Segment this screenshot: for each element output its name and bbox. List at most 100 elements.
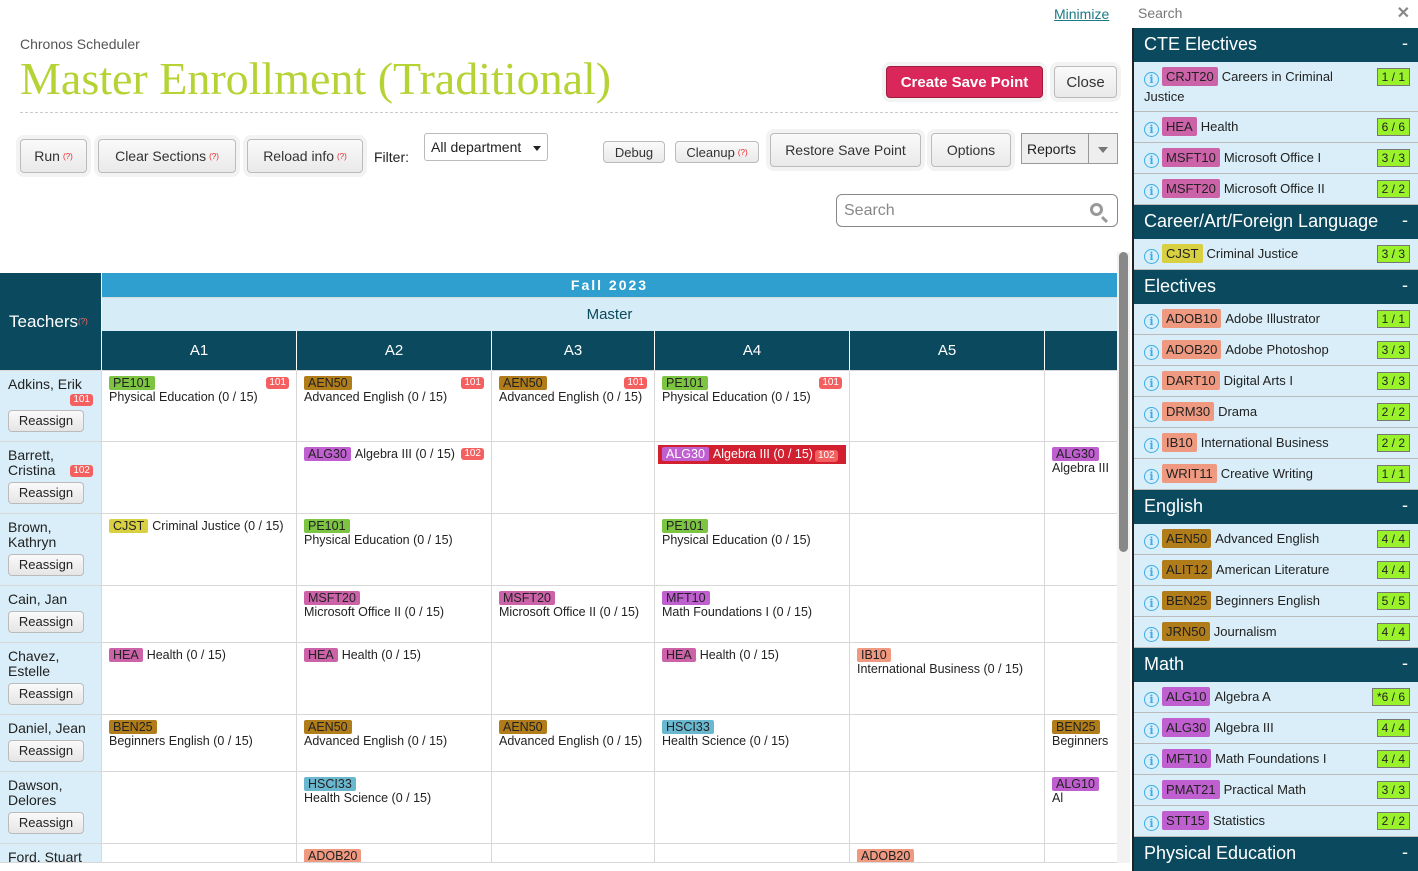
reports-dropdown[interactable]: Reports [1021, 133, 1118, 164]
course-item[interactable]: i ALG30 Algebra III 4 / 4 [1134, 713, 1418, 744]
help-icon[interactable]: (?) [209, 151, 219, 161]
section-entry[interactable]: HEA Health (0 / 15) [297, 643, 491, 667]
schedule-cell[interactable] [102, 442, 297, 514]
schedule-cell[interactable]: HEA Health (0 / 15) [102, 643, 297, 715]
section-header[interactable]: English - [1134, 490, 1418, 524]
section-entry[interactable]: PE101 Physical Education (0 / 15) [297, 514, 491, 552]
schedule-cell[interactable] [492, 514, 655, 586]
section-entry[interactable]: ALG30 Algebra III (0 / 15) 102 [658, 445, 846, 464]
schedule-cell[interactable] [492, 772, 655, 844]
course-item[interactable]: i CRJT20 Careers in Criminal Justice 1 / 1 [1134, 62, 1418, 112]
section-entry[interactable]: PE101 Physical Education (0 / 15) [655, 514, 849, 552]
section-entry[interactable]: IB10 International Business (0 / 15) [850, 643, 1044, 681]
schedule-cell[interactable] [850, 514, 1045, 586]
scrollbar[interactable] [1117, 252, 1130, 863]
schedule-cell[interactable] [492, 844, 655, 863]
section-entry[interactable]: HEA Health (0 / 15) [655, 643, 849, 667]
course-item[interactable]: i ADOB10 Adobe Illustrator 1 / 1 [1134, 304, 1418, 335]
schedule-cell[interactable]: MSFT20 Microsoft Office II (0 / 15) [297, 586, 492, 643]
schedule-cell[interactable] [1045, 643, 1118, 715]
schedule-cell[interactable] [1045, 514, 1118, 586]
course-item[interactable]: i DART10 Digital Arts I 3 / 3 [1134, 366, 1418, 397]
close-icon[interactable]: ✕ [1396, 5, 1410, 22]
schedule-cell[interactable] [850, 442, 1045, 514]
course-item[interactable]: i ALG10 Algebra A *6 / 6 [1134, 682, 1418, 713]
info-icon[interactable]: i [1144, 72, 1159, 87]
schedule-cell[interactable] [102, 772, 297, 844]
schedule-cell[interactable]: CJST Criminal Justice (0 / 15) [102, 514, 297, 586]
section-entry[interactable]: AEN50 Advanced English (0 / 15) [492, 715, 654, 753]
schedule-cell[interactable] [492, 442, 655, 514]
clear-sections-button[interactable]: Clear Sections (?) [98, 139, 236, 173]
schedule-cell[interactable] [655, 772, 850, 844]
section-entry[interactable]: ADOB20 [850, 844, 1044, 862]
section-entry[interactable]: MSFT20 Microsoft Office II (0 / 15) [492, 586, 654, 624]
reassign-button[interactable]: Reassign [8, 482, 84, 504]
section-header[interactable]: CTE Electives - [1134, 28, 1418, 62]
schedule-cell[interactable]: IB10 International Business (0 / 15) [850, 643, 1045, 715]
reassign-button[interactable]: Reassign [8, 812, 84, 834]
close-button[interactable]: Close [1054, 66, 1117, 98]
schedule-cell[interactable] [850, 586, 1045, 643]
help-icon[interactable]: (?) [337, 151, 347, 161]
schedule-cell[interactable] [655, 844, 850, 863]
info-icon[interactable]: i [1144, 249, 1159, 264]
course-item[interactable]: i STT15 Statistics 2 / 2 [1134, 806, 1418, 837]
schedule-cell[interactable]: ALG30 Algebra III (0 / 15) 102 [655, 442, 850, 514]
schedule-cell[interactable]: AEN50 Advanced English (0 / 15) 101 [492, 371, 655, 442]
section-entry[interactable]: MSFT20 Microsoft Office II (0 / 15) [297, 586, 491, 624]
collapse-icon[interactable]: - [1402, 495, 1408, 515]
info-icon[interactable]: i [1144, 596, 1159, 611]
schedule-cell[interactable]: ADOB20 [850, 844, 1045, 863]
section-entry[interactable]: ALG10Al [1045, 772, 1117, 810]
section-entry[interactable]: BEN25 Beginners English (0 / 15) [102, 715, 296, 753]
section-entry[interactable]: MFT10 Math Foundations I (0 / 15) [655, 586, 849, 624]
course-item[interactable]: i CJST Criminal Justice 3 / 3 [1134, 239, 1418, 270]
course-item[interactable]: i HEA Health 6 / 6 [1134, 112, 1418, 143]
section-entry[interactable]: HSCI33 Health Science (0 / 15) [297, 772, 491, 810]
search-input[interactable]: Search [836, 194, 1118, 227]
info-icon[interactable]: i [1144, 627, 1159, 642]
scrollbar-thumb[interactable] [1119, 252, 1128, 552]
schedule-cell[interactable] [850, 772, 1045, 844]
schedule-cell[interactable]: HEA Health (0 / 15) [655, 643, 850, 715]
section-header[interactable]: Electives - [1134, 270, 1418, 304]
info-icon[interactable]: i [1144, 754, 1159, 769]
schedule-cell[interactable]: MSFT20 Microsoft Office II (0 / 15) [492, 586, 655, 643]
schedule-cell[interactable]: ALG30Algebra III [1045, 442, 1118, 514]
reload-info-button[interactable]: Reload info (?) [247, 139, 363, 173]
info-icon[interactable]: i [1144, 122, 1159, 137]
schedule-cell[interactable]: PE101 Physical Education (0 / 15) 101 [655, 371, 850, 442]
info-icon[interactable]: i [1144, 565, 1159, 580]
run-button[interactable]: Run (?) [20, 139, 87, 173]
schedule-cell[interactable] [1045, 586, 1118, 643]
restore-save-point-button[interactable]: Restore Save Point [770, 133, 921, 167]
collapse-icon[interactable]: - [1402, 653, 1408, 673]
info-icon[interactable]: i [1144, 153, 1159, 168]
section-entry[interactable]: CJST Criminal Justice (0 / 15) [102, 514, 296, 538]
reassign-button[interactable]: Reassign [8, 740, 84, 762]
info-icon[interactable]: i [1144, 692, 1159, 707]
section-entry[interactable]: HSCI33 Health Science (0 / 15) [655, 715, 849, 753]
schedule-cell[interactable]: AEN50 Advanced English (0 / 15) 101 [297, 371, 492, 442]
info-icon[interactable]: i [1144, 407, 1159, 422]
help-icon[interactable]: (?) [77, 317, 88, 326]
schedule-cell[interactable]: ALG30 Algebra III (0 / 15) 102 [297, 442, 492, 514]
debug-button[interactable]: Debug [603, 141, 665, 163]
schedule-cell[interactable] [492, 643, 655, 715]
options-button[interactable]: Options [931, 133, 1011, 167]
schedule-cell[interactable] [1045, 844, 1118, 863]
search-icon[interactable] [1090, 203, 1103, 216]
section-header[interactable]: Career/Art/Foreign Language - [1134, 205, 1418, 239]
schedule-cell[interactable]: HSCI33 Health Science (0 / 15) [655, 715, 850, 772]
info-icon[interactable]: i [1144, 534, 1159, 549]
minimize-link[interactable]: Minimize [1054, 6, 1110, 22]
section-entry[interactable]: ALG30Algebra III [1045, 442, 1117, 480]
reassign-button[interactable]: Reassign [8, 410, 84, 432]
schedule-cell[interactable]: BEN25 Beginners [1045, 715, 1118, 772]
schedule-cell[interactable]: ADOB20 [297, 844, 492, 863]
info-icon[interactable]: i [1144, 723, 1159, 738]
schedule-cell[interactable]: HEA Health (0 / 15) [297, 643, 492, 715]
reassign-button[interactable]: Reassign [8, 611, 84, 633]
section-header[interactable]: Physical Education - [1134, 837, 1418, 871]
